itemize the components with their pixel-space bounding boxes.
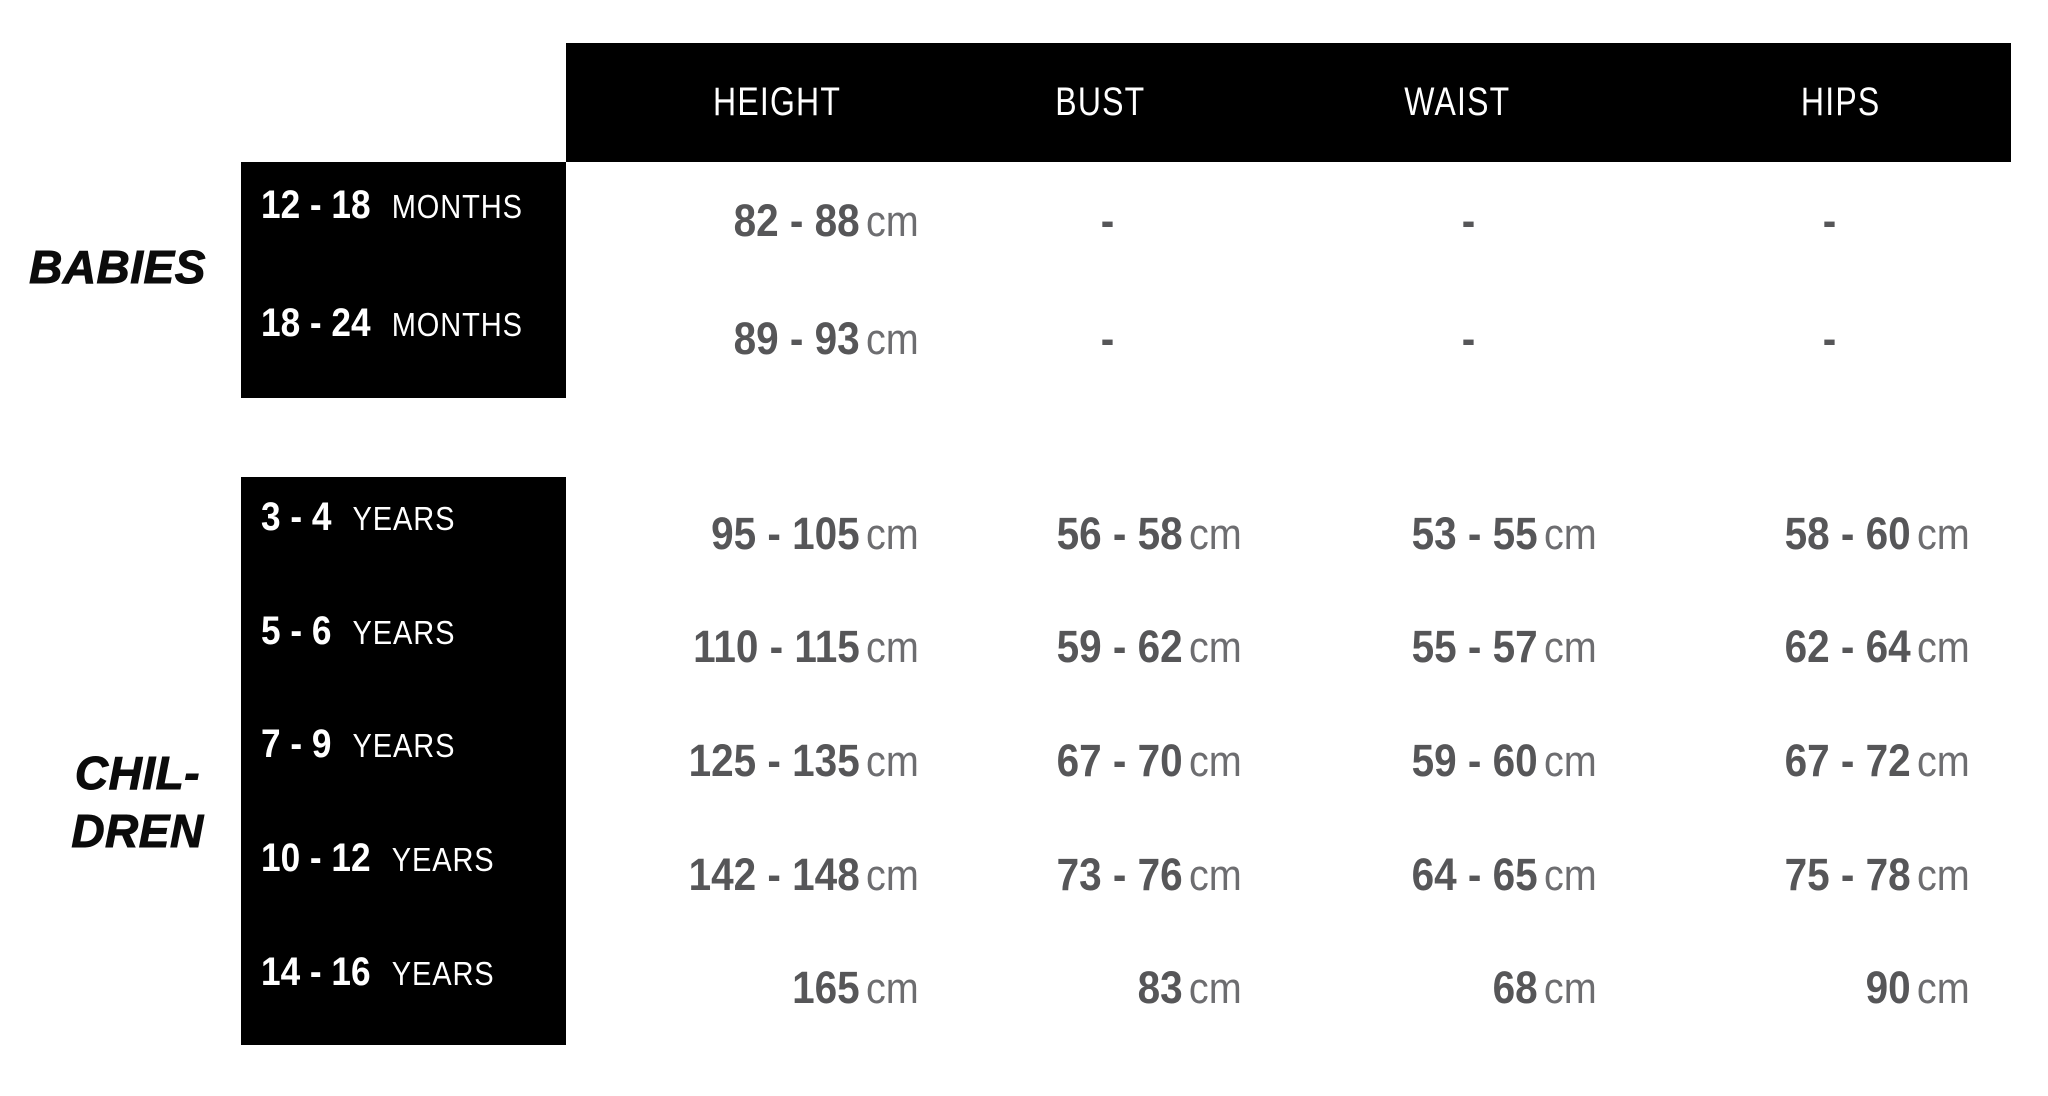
size-unit: MONTHS <box>391 305 523 343</box>
size-unit: MONTHS <box>391 187 523 225</box>
waist-value: - <box>1461 195 1476 246</box>
size-range: 14 - 16 <box>261 949 371 994</box>
height-value: 89 - 93 cm <box>733 313 919 364</box>
table-header-bar: HEIGHT BUST WAIST HIPS <box>566 43 2011 162</box>
hips-value: 67 - 72 cm <box>1784 734 1970 786</box>
column-header-bust: BUST <box>1054 80 1145 124</box>
size-label: 18 - 24 MONTHS <box>241 280 566 398</box>
size-range: 3 - 4 <box>261 495 332 540</box>
size-range: 5 - 6 <box>261 608 332 653</box>
table-row: 10 - 12 YEARS 142 - 148 cm 73 - 76 cm 64 - … <box>241 818 2011 932</box>
size-unit: YEARS <box>391 841 495 879</box>
size-range: 10 - 12 <box>261 836 371 881</box>
group-label-children-line2: DREN <box>71 805 204 858</box>
height-value: 110 - 115 cm <box>693 621 919 673</box>
size-unit: YEARS <box>391 954 495 992</box>
group-label-children: CHIL- DREN <box>20 744 255 860</box>
height-value: 125 - 135 cm <box>688 734 919 786</box>
column-header-waist: WAIST <box>1404 80 1511 124</box>
size-unit: YEARS <box>352 613 456 651</box>
bust-value: 67 - 70 cm <box>1056 734 1242 786</box>
size-range: 18 - 24 <box>261 300 371 345</box>
waist-value: 59 - 60 cm <box>1411 734 1597 786</box>
height-value: 165 cm <box>792 962 919 1014</box>
babies-rows: 12 - 18 MONTHS 82 - 88 cm - - - 18 - 24 MON… <box>241 162 2011 398</box>
height-value: 95 - 105 cm <box>711 507 919 559</box>
bust-value: 83 cm <box>1137 962 1242 1014</box>
size-unit: YEARS <box>352 500 456 538</box>
table-row: 3 - 4 YEARS 95 - 105 cm 56 - 58 cm 53 - 55 c… <box>241 477 2011 591</box>
table-row: 7 - 9 YEARS 125 - 135 cm 67 - 70 cm 59 - 60… <box>241 704 2011 818</box>
waist-value: 55 - 57 cm <box>1411 621 1597 673</box>
children-size-box <box>241 477 566 1045</box>
size-label: 3 - 4 YEARS <box>241 477 566 591</box>
hips-value: - <box>1822 313 1837 364</box>
hips-value: - <box>1822 195 1837 246</box>
height-value: 142 - 148 cm <box>688 848 919 900</box>
height-value: 82 - 88 cm <box>733 195 919 246</box>
column-header-height: HEIGHT <box>712 80 841 124</box>
waist-value: - <box>1461 313 1476 364</box>
bust-value: - <box>1100 195 1115 246</box>
size-range: 7 - 9 <box>261 722 332 767</box>
bust-value: 56 - 58 cm <box>1056 507 1242 559</box>
table-row: 18 - 24 MONTHS 89 - 93 cm - - - <box>241 280 2011 398</box>
bust-value: 73 - 76 cm <box>1056 848 1242 900</box>
size-label: 14 - 16 YEARS <box>241 931 566 1045</box>
size-label: 12 - 18 MONTHS <box>241 162 566 280</box>
size-range: 12 - 18 <box>261 182 371 227</box>
table-row: 14 - 16 YEARS 165 cm 83 cm 68 cm 90 cm <box>241 931 2011 1045</box>
waist-value: 64 - 65 cm <box>1411 848 1597 900</box>
bust-value: - <box>1100 313 1115 364</box>
hips-value: 90 cm <box>1865 962 1970 1014</box>
babies-size-box <box>241 162 566 398</box>
waist-value: 68 cm <box>1492 962 1597 1014</box>
size-unit: YEARS <box>352 727 456 765</box>
hips-value: 75 - 78 cm <box>1784 848 1970 900</box>
table-row: 5 - 6 YEARS 110 - 115 cm 59 - 62 cm 55 - 57… <box>241 591 2011 705</box>
table-row: 12 - 18 MONTHS 82 - 88 cm - - - <box>241 162 2011 280</box>
hips-value: 58 - 60 cm <box>1784 507 1970 559</box>
group-label-children-line1: CHIL- <box>74 747 201 800</box>
column-header-hips: HIPS <box>1800 80 1881 124</box>
size-label: 7 - 9 YEARS <box>241 704 566 818</box>
bust-value: 59 - 62 cm <box>1056 621 1242 673</box>
hips-value: 62 - 64 cm <box>1784 621 1970 673</box>
waist-value: 53 - 55 cm <box>1411 507 1597 559</box>
children-rows: 3 - 4 YEARS 95 - 105 cm 56 - 58 cm 53 - 55 c… <box>241 477 2011 1045</box>
size-label: 10 - 12 YEARS <box>241 818 566 932</box>
size-label: 5 - 6 YEARS <box>241 591 566 705</box>
group-label-babies: BABIES <box>29 241 206 294</box>
